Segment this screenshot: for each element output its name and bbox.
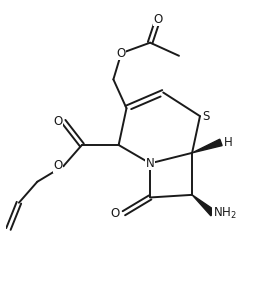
Text: H: H [224, 136, 233, 149]
Text: O: O [111, 207, 120, 220]
Text: O: O [153, 12, 162, 26]
Polygon shape [192, 195, 215, 216]
Text: O: O [117, 47, 126, 60]
Polygon shape [192, 139, 222, 153]
Text: N: N [146, 157, 155, 170]
Text: NH$_2$: NH$_2$ [213, 206, 237, 221]
Text: O: O [53, 160, 62, 173]
Text: S: S [202, 110, 209, 123]
Text: O: O [53, 115, 62, 128]
